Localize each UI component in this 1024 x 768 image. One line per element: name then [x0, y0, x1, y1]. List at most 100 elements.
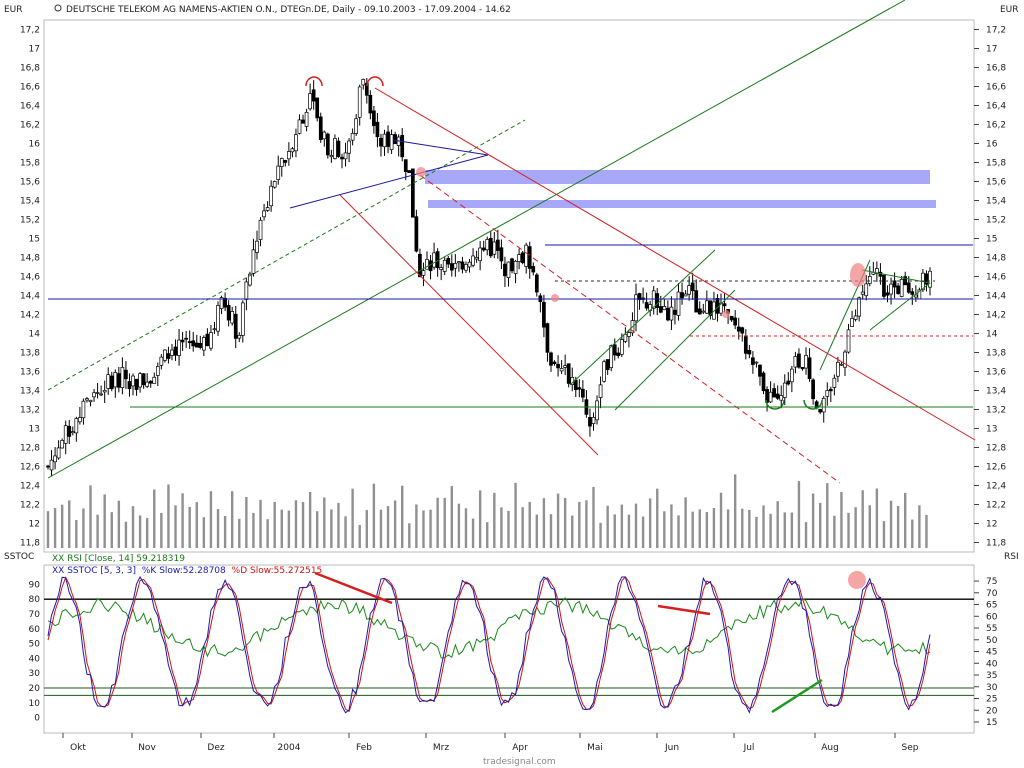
- volume-bar: [726, 509, 730, 548]
- volume-bar: [790, 512, 794, 548]
- y-tick-label-left: 17,2: [20, 26, 40, 36]
- trendline: [569, 249, 716, 386]
- candle-body: [425, 259, 429, 270]
- y-tick-label-right: 13,2: [986, 406, 1006, 416]
- volume-bar: [904, 492, 907, 548]
- candle-body: [223, 297, 227, 308]
- bottom-marker: [803, 399, 823, 410]
- legend-k: %K Slow:52.28708: [142, 566, 226, 576]
- volume-bar: [861, 490, 864, 548]
- candle-body: [503, 263, 507, 277]
- candle-body: [666, 307, 670, 321]
- resistance-zone-upper: [425, 170, 930, 184]
- candle-body: [251, 249, 256, 274]
- rsi-tick-label: 75: [986, 577, 997, 587]
- y-tick-label-left: 13,8: [20, 349, 40, 359]
- candle-body: [644, 302, 649, 309]
- candle-body: [581, 388, 585, 398]
- legend-d: %D Slow:55.272515: [232, 566, 323, 576]
- candle-body: [230, 311, 235, 324]
- y-tick-label-left: 12,2: [20, 501, 40, 511]
- volume-bar: [124, 521, 128, 548]
- volume-bar: [174, 505, 177, 548]
- volume-bar: [138, 515, 142, 548]
- candle-body: [510, 258, 514, 272]
- candle-body: [821, 397, 826, 413]
- volume-bars: [46, 474, 928, 548]
- volume-bar: [882, 521, 886, 548]
- volume-bar: [351, 488, 354, 548]
- volume-bar: [316, 511, 319, 548]
- volume-bar: [896, 506, 900, 548]
- y-tick-label-right: 17,2: [986, 26, 1006, 36]
- candle-body: [772, 388, 776, 398]
- candle-body: [577, 387, 582, 390]
- candle-body: [687, 285, 691, 295]
- volume-bar: [578, 501, 581, 548]
- volume-bar: [592, 486, 595, 548]
- volume-bar: [379, 509, 383, 548]
- candle-body: [410, 168, 415, 218]
- candle-body: [517, 254, 521, 262]
- volume-bar: [776, 501, 779, 548]
- candle-body: [669, 306, 674, 321]
- volume-bar: [308, 491, 312, 548]
- candle-body: [729, 315, 734, 321]
- y-tick-label-left: 13: [29, 425, 40, 435]
- candle-body: [602, 361, 606, 382]
- y-tick-label-right: 16,8: [986, 64, 1006, 74]
- instrument-icon: [54, 4, 62, 12]
- volume-bar: [691, 511, 694, 548]
- rsi-tick-label: 60: [986, 612, 998, 622]
- y-tick-label-left: 12,4: [20, 482, 40, 492]
- candle-body: [662, 306, 667, 311]
- candle-body: [333, 138, 337, 159]
- volume-bar: [337, 502, 340, 548]
- volume-bar: [117, 500, 121, 548]
- candle-body: [506, 261, 511, 278]
- candle-body: [294, 134, 298, 152]
- volume-bar: [528, 501, 531, 548]
- top-marker: [366, 76, 384, 87]
- rsi-tick-label: 25: [986, 695, 997, 705]
- candle-body: [442, 259, 447, 272]
- y-tick-label-left: 16,2: [20, 121, 40, 131]
- candle-body: [301, 119, 305, 124]
- candle-body: [793, 356, 798, 368]
- candle-body: [109, 375, 114, 390]
- candle-body: [853, 315, 858, 320]
- candle-body: [453, 263, 458, 269]
- y-tick-label-right: 15: [986, 235, 997, 245]
- candle-body: [67, 425, 72, 437]
- candle-body: [910, 291, 915, 295]
- y-tick-label-left: 13,4: [20, 387, 40, 397]
- candle-body: [896, 285, 900, 294]
- candle-body: [485, 239, 490, 251]
- candle-body: [545, 323, 550, 353]
- candle-body: [386, 131, 390, 147]
- candle-body: [449, 263, 454, 271]
- volume-bar: [911, 519, 914, 548]
- volume-bar: [401, 485, 404, 548]
- candle-body: [202, 337, 206, 351]
- volume-bar: [571, 515, 574, 548]
- legend-sstoc-prefix: XX SSTOC [5, 3, 3]: [52, 566, 136, 576]
- candle-body: [163, 349, 167, 361]
- top-marker: [305, 76, 323, 87]
- candle-body: [595, 400, 599, 421]
- time-axis: Okt Nov Dez 2004 Feb Mrz Apr Mai Jun Jul Aug Sep: [62, 733, 919, 753]
- volume-bar: [415, 504, 418, 548]
- volume-bar: [648, 498, 652, 548]
- y-tick-label-left: 14,6: [20, 273, 40, 283]
- rsi-tick-label: 45: [986, 648, 997, 658]
- x-tick-label: Sep: [902, 743, 919, 753]
- volume-bar: [202, 517, 206, 548]
- candle-body: [113, 372, 118, 388]
- candle-body: [145, 381, 150, 387]
- highlight-marker: [848, 571, 866, 589]
- candle-body: [74, 418, 79, 434]
- y-tick-label-right: 13,4: [986, 387, 1006, 397]
- candle-body: [488, 238, 493, 257]
- trendline: [869, 282, 931, 331]
